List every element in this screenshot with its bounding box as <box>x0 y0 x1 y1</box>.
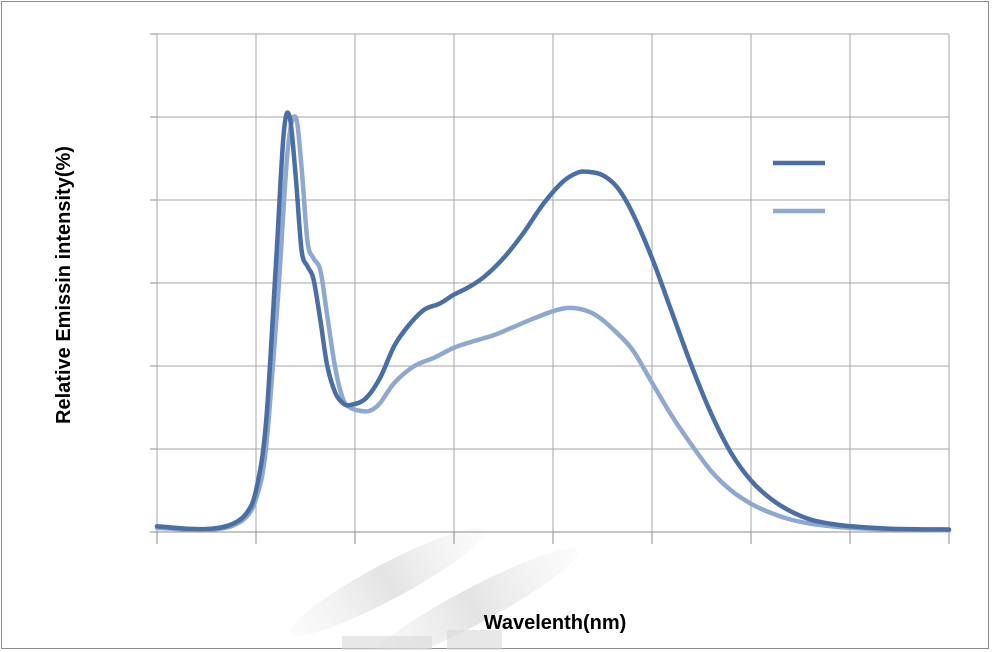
grid-lines <box>150 33 950 544</box>
watermark-logo <box>289 527 579 650</box>
series-layer <box>154 110 952 533</box>
x-axis-title: Wavelenth(nm) <box>484 612 627 634</box>
y-axis-title: Relative Emissin intensity(%) <box>53 146 75 424</box>
series-line-1 <box>154 110 952 532</box>
legend <box>773 160 825 214</box>
series-line-2 <box>154 114 952 533</box>
